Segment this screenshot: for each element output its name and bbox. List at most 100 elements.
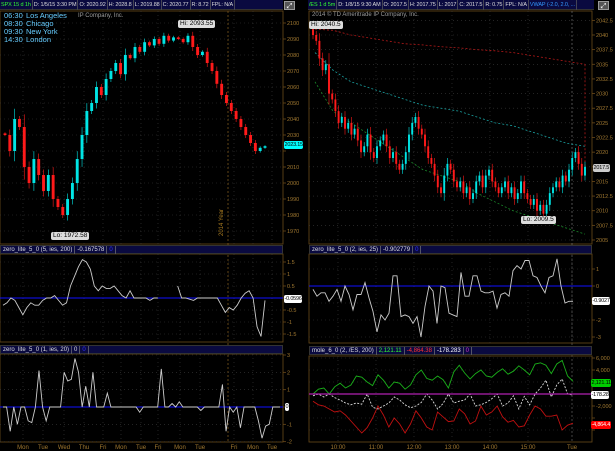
candle-down <box>157 39 161 44</box>
candle-down <box>433 163 436 176</box>
candle-up <box>510 187 513 194</box>
study-title[interactable]: zero_lite_5_0 (2, ies, 25) <box>310 245 382 254</box>
study-title[interactable]: mole_6_0 (2, /ES, 200) <box>310 346 377 355</box>
candle-up <box>324 64 327 71</box>
candle-down <box>51 175 55 199</box>
study-header[interactable]: zero_lite_5_0 (2, ies, 25) -0.902779 0 <box>309 245 592 254</box>
study-line <box>177 285 266 337</box>
axis-tick-label: 6,000 <box>596 356 610 362</box>
study-value: 0 <box>464 346 473 355</box>
vwap-study-label[interactable]: VWAP (-2.0, 2.0, ... <box>529 0 577 10</box>
candle-up <box>80 135 84 159</box>
candle-down <box>385 134 388 147</box>
candle-up <box>548 193 551 205</box>
time-axis-label: Mon <box>174 445 186 451</box>
candle-down <box>181 39 185 43</box>
candle-down <box>456 181 458 188</box>
candle-down <box>61 207 65 215</box>
study-header[interactable]: zero_lite_5_0 (1, ies, 20) 0 0 <box>0 345 283 354</box>
candle-down <box>344 117 346 129</box>
pane-border <box>0 353 284 443</box>
study-title[interactable]: zero_lite_5_0 (5, ies, 200) <box>1 245 76 254</box>
candle-up <box>446 163 449 176</box>
candle-down <box>205 51 209 63</box>
study-header[interactable]: zero_lite_5_0 (5, ies, 200) -0.167578 0 <box>0 245 283 254</box>
candle-up <box>443 175 446 194</box>
time-axis-label: 10:00 <box>330 445 346 451</box>
candle-up <box>516 193 519 199</box>
clock-row: 08:30 Chicago <box>4 19 54 28</box>
candle-up <box>133 47 137 59</box>
expand-chart-icon[interactable]: ⤢ <box>284 1 295 10</box>
candle-down <box>239 119 243 127</box>
candle-down <box>337 111 340 123</box>
candle-down <box>318 40 321 59</box>
bar-open: O: 2017.5 <box>383 0 409 10</box>
time-axis-label: Mon <box>17 445 29 451</box>
candle-down <box>507 181 510 194</box>
left-chart-header: SPX 15 d 1h D: 1/5/15 3:30 PM O: 2020.92… <box>0 0 283 10</box>
candle-up <box>504 181 506 188</box>
study-title[interactable]: zero_lite_5_0 (1, ies, 20) <box>1 345 73 354</box>
candle-up <box>186 35 190 43</box>
world-clocks: 06:30 Los Angeles 08:30 Chicago 09:30 New Y… <box>4 12 67 44</box>
symbol-selector[interactable]: SPX 15 d 1h <box>1 0 33 10</box>
candle-down <box>494 181 497 188</box>
axis-tick-label: 0 <box>596 284 599 290</box>
axis-tick-label: 1.5 <box>287 260 295 266</box>
axis-tick-label: 1990 <box>287 197 299 203</box>
pane-border <box>308 355 593 443</box>
study-last-label: -0.9027 <box>592 297 611 305</box>
time-axis-label: Tue <box>136 445 147 451</box>
candle-up <box>555 181 558 188</box>
candle-down <box>244 127 248 135</box>
candle-down <box>191 35 195 47</box>
candle-down <box>356 128 359 141</box>
candle-up <box>172 37 175 41</box>
candle-up <box>143 42 147 52</box>
axis-tick-label: 4,000 <box>596 368 610 374</box>
candle-up <box>353 128 356 135</box>
axis-tick-label: 1970 <box>287 229 299 235</box>
candle-down <box>526 193 529 199</box>
axis-tick-label: 2010 <box>287 165 299 171</box>
candle-up <box>46 175 50 191</box>
candle-up <box>162 35 166 44</box>
candle-down <box>148 42 151 46</box>
candle-down <box>18 119 21 127</box>
candle-down <box>119 63 122 75</box>
time-axis-label: 11:00 <box>369 445 384 451</box>
candle-up <box>414 117 417 123</box>
candle-up <box>263 146 267 148</box>
candle-down <box>420 128 423 135</box>
candle-up <box>32 159 36 183</box>
candle-down <box>430 158 433 164</box>
candle-down <box>398 163 401 170</box>
candle-up <box>478 175 481 182</box>
candle-up <box>584 166 586 176</box>
symbol-selector[interactable]: /ES 1 d 5m <box>309 0 338 10</box>
candle-up <box>95 87 98 103</box>
time-axis-label: Thu <box>79 445 89 451</box>
study-value: -0.167578 <box>75 245 108 254</box>
candle-down <box>234 111 238 119</box>
axis-tick-label: 2030 <box>596 92 608 98</box>
candle-down <box>128 55 132 59</box>
candle-down <box>564 175 567 182</box>
candle-up <box>13 119 17 151</box>
candle-down <box>513 187 516 199</box>
axis-tick-label: 2000 <box>287 181 299 187</box>
bar-low: L: 2017 <box>438 0 459 10</box>
expand-chart-icon[interactable]: ⤢ <box>598 1 609 10</box>
study-header[interactable]: mole_6_0 (2, /ES, 200) 2,121.11 -4,864.38-… <box>309 346 592 355</box>
candle-down <box>536 199 538 211</box>
candle-down <box>436 175 439 188</box>
candle-down <box>138 47 142 52</box>
candle-down <box>225 95 228 103</box>
candle-down <box>229 103 233 111</box>
study-last-label: -4,864.4 <box>591 421 611 429</box>
mole-green-line <box>312 359 574 395</box>
time-axis-label: Fri <box>100 445 107 451</box>
candle-down <box>417 117 420 129</box>
